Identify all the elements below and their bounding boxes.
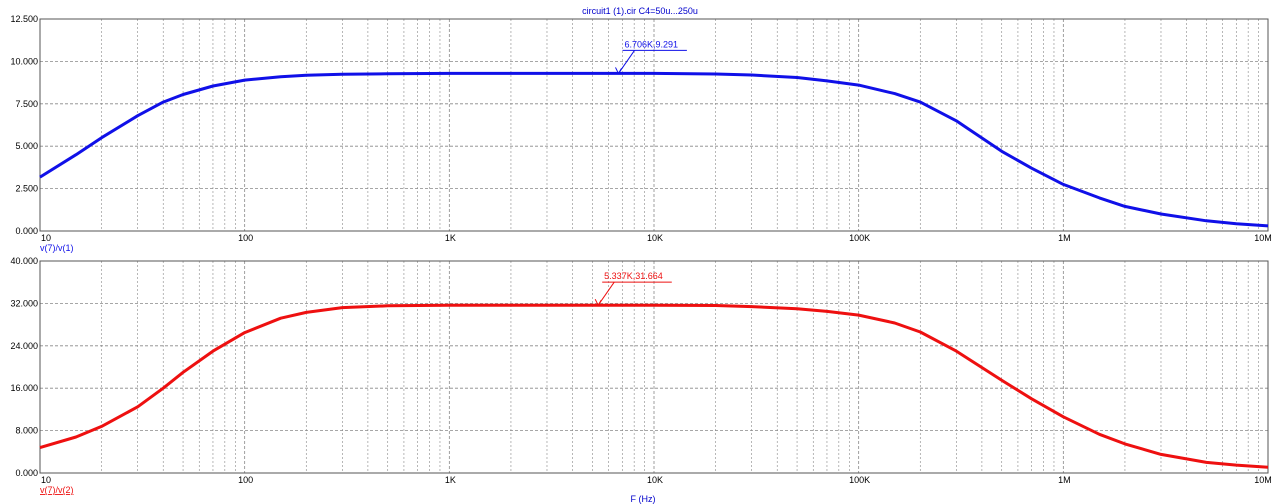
x-tick-label: 100 <box>238 475 253 485</box>
plot-frame <box>39 260 1269 474</box>
y-tick-label: 40.000 <box>10 256 38 266</box>
y-axis-label: v(7)/v(2) <box>40 485 74 495</box>
series-line <box>39 71 1269 228</box>
x-tick-label: 10 <box>41 233 51 243</box>
annotation-arrow <box>615 67 622 75</box>
top-panel: 10 100 1K 10K 100K 1M 10M 0.000 2.500 5.000 7.500 1… <box>10 14 1271 253</box>
x-tick-label: 10K <box>647 233 663 243</box>
x-axis-label: F (Hz) <box>631 494 656 504</box>
y-tick-label: 16.000 <box>10 383 38 393</box>
y-tick-label: 0.000 <box>15 468 38 478</box>
cursor-annotation-label: 5.337K,31.664 <box>604 271 663 281</box>
bottom-panel: 10 100 1K 10K 100K 1M 10M 0.000 8.000 16.000 24.00… <box>10 256 1271 495</box>
x-tick-label: 1K <box>445 233 456 243</box>
y-tick-label: 32.000 <box>10 298 38 308</box>
x-tick-label: 100 <box>238 233 253 243</box>
x-tick-label: 10M <box>1254 233 1272 243</box>
x-tick-label: 100K <box>849 233 870 243</box>
series-line <box>39 303 1269 469</box>
x-tick-label: 1M <box>1058 233 1071 243</box>
x-tick-label: 10M <box>1254 475 1272 485</box>
y-tick-label: 5.000 <box>15 141 38 151</box>
y-tick-label: 10.000 <box>10 56 38 66</box>
x-tick-label: 100K <box>849 475 870 485</box>
annotation-arrow <box>594 298 602 307</box>
y-tick-label: 24.000 <box>10 341 38 351</box>
x-tick-label: 1K <box>445 475 456 485</box>
y-tick-label: 7.500 <box>15 99 38 109</box>
plot-frame <box>39 18 1269 232</box>
x-tick-label: 10 <box>41 475 51 485</box>
y-tick-label: 8.000 <box>15 426 38 436</box>
y-tick-label: 2.500 <box>15 184 38 194</box>
x-tick-label: 10K <box>647 475 663 485</box>
x-tick-label: 1M <box>1058 475 1071 485</box>
y-axis-label: v(7)/v(1) <box>40 243 74 253</box>
chart-title: circuit1 (1).cir C4=50u...250u <box>582 6 698 16</box>
y-tick-label: 0.000 <box>15 226 38 236</box>
cursor-annotation-label: 6.706K,9.291 <box>624 39 678 49</box>
y-tick-label: 12.500 <box>10 14 38 24</box>
